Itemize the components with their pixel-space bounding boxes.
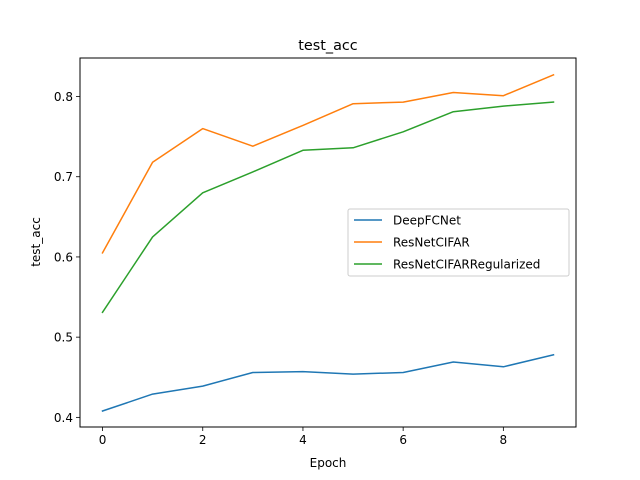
x-axis-label: Epoch (310, 456, 347, 470)
y-tick-label: 0.7 (54, 170, 73, 184)
x-axis: 0 2 4 6 8 (99, 427, 507, 447)
chart-title: test_acc (298, 38, 358, 54)
y-tick-label: 0.6 (54, 250, 73, 264)
y-axis: 0.4 0.5 0.6 0.7 0.8 (54, 90, 80, 425)
x-tick-label: 4 (299, 433, 307, 447)
legend-label: DeepFCNet (393, 214, 461, 228)
y-axis-label: test_acc (29, 217, 43, 267)
y-tick-label: 0.8 (54, 90, 73, 104)
series-line-2 (101, 101, 555, 314)
y-tick-label: 0.4 (54, 411, 73, 425)
series-line-0 (101, 353, 555, 412)
plot-frame (79, 57, 577, 428)
legend-label: ResNetCIFAR (393, 236, 470, 250)
x-tick-label: 8 (500, 433, 508, 447)
x-tick-label: 6 (399, 433, 407, 447)
legend: DeepFCNet ResNetCIFAR ResNetCIFARRegulariz… (347, 208, 570, 277)
series-line-1 (101, 73, 555, 254)
series-layer (101, 73, 555, 412)
x-tick-label: 0 (99, 433, 107, 447)
legend-label: ResNetCIFARRegularized (393, 258, 540, 272)
y-tick-label: 0.5 (54, 331, 73, 345)
legend-box (347, 208, 570, 277)
x-tick-label: 2 (199, 433, 207, 447)
